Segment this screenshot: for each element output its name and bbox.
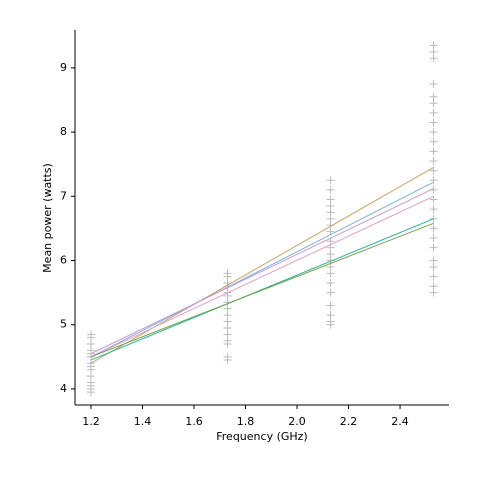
y-tick-label: 4 [60, 382, 67, 395]
point [429, 137, 438, 146]
point [326, 311, 335, 320]
fit-line [90, 222, 434, 358]
point [429, 205, 438, 214]
point [326, 301, 335, 310]
point [223, 269, 232, 278]
point [429, 224, 438, 233]
fit-line [90, 188, 434, 355]
fit-line [90, 218, 434, 361]
point [326, 195, 335, 204]
point [326, 288, 335, 297]
x-tick-label: 1.4 [134, 415, 152, 428]
point [326, 176, 335, 185]
point [429, 118, 438, 127]
point [223, 352, 232, 361]
y-tick-label: 7 [60, 189, 67, 202]
point [429, 256, 438, 265]
point [429, 147, 438, 156]
x-tick-label: 1.6 [185, 415, 203, 428]
x-tick-label: 2.0 [288, 415, 306, 428]
y-tick-label: 6 [60, 254, 67, 267]
point [86, 330, 95, 339]
point [429, 128, 438, 137]
x-axis-label: Frequency (GHz) [216, 430, 307, 443]
point [429, 234, 438, 243]
point [326, 278, 335, 287]
point [429, 108, 438, 117]
point [429, 243, 438, 252]
point [429, 92, 438, 101]
y-tick-label: 9 [60, 61, 67, 74]
x-tick-label: 1.2 [82, 415, 100, 428]
point [429, 282, 438, 291]
x-tick-label: 2.2 [340, 415, 358, 428]
point [429, 156, 438, 165]
fit-line [90, 181, 434, 358]
y-axis-label: Mean power (watts) [41, 163, 54, 273]
y-tick-label: 8 [60, 125, 67, 138]
x-tick-label: 2.4 [391, 415, 409, 428]
point [429, 79, 438, 88]
fit-line [90, 195, 434, 358]
point [429, 176, 438, 185]
point [326, 185, 335, 194]
x-tick-label: 1.8 [237, 415, 255, 428]
point [429, 41, 438, 50]
y-tick-label: 5 [60, 318, 67, 331]
point [429, 272, 438, 281]
